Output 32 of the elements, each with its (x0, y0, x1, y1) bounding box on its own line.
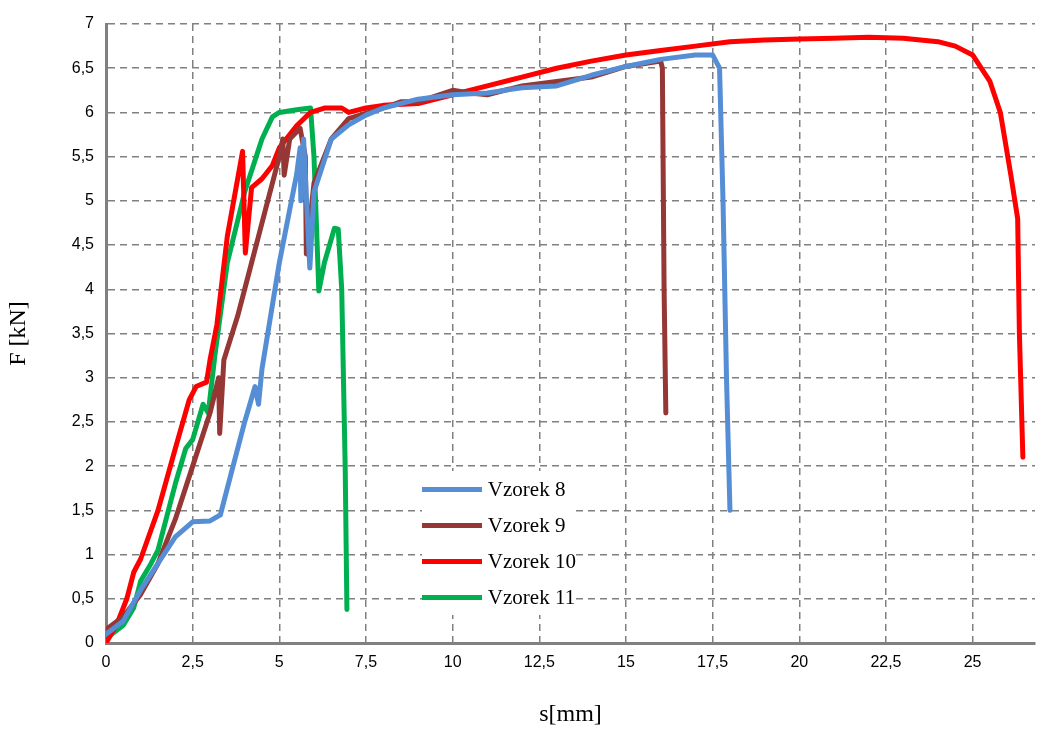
y-tick-label: 3 (85, 368, 95, 386)
y-tick-label: 4,5 (71, 235, 95, 253)
y-tick-label: 6,5 (71, 58, 95, 76)
y-tick-label: 2,5 (71, 412, 95, 430)
y-tick-label: 6 (85, 102, 95, 120)
x-tick-label: 0 (101, 653, 111, 671)
y-tick-label: 5 (85, 191, 95, 209)
y-tick-label: 0 (85, 633, 95, 651)
y-tick-label: 1,5 (71, 500, 95, 518)
x-tick-label: 2,5 (181, 653, 204, 671)
y-tick-label: 0,5 (71, 589, 95, 607)
y-tick-label: 1 (85, 544, 95, 562)
y-tick-label: 5,5 (71, 147, 95, 165)
y-tick-label: 3,5 (71, 323, 95, 341)
x-tick-label: 17,5 (697, 653, 729, 671)
x-tick-label: 20 (790, 653, 809, 671)
legend-label: Vzorek 10 (487, 548, 576, 574)
x-tick-label: 15 (617, 653, 635, 671)
x-tick-label: 10 (443, 653, 462, 671)
legend-label: Vzorek 8 (487, 476, 566, 502)
legend-label: Vzorek 11 (487, 584, 576, 610)
x-tick-label: 25 (963, 653, 982, 671)
x-tick-label: 22,5 (870, 653, 902, 671)
x-tick-label: 12,5 (523, 653, 555, 671)
y-tick-label: 7 (85, 14, 95, 32)
y-tick-label: 2 (85, 456, 95, 474)
x-tick-label: 5 (274, 653, 284, 671)
x-axis-title: s[mm] (539, 699, 602, 726)
x-tick-label: 7,5 (354, 653, 378, 671)
y-axis-title: F [kN] (3, 301, 30, 366)
legend-label: Vzorek 9 (487, 512, 566, 538)
y-tick-label: 4 (85, 279, 95, 297)
